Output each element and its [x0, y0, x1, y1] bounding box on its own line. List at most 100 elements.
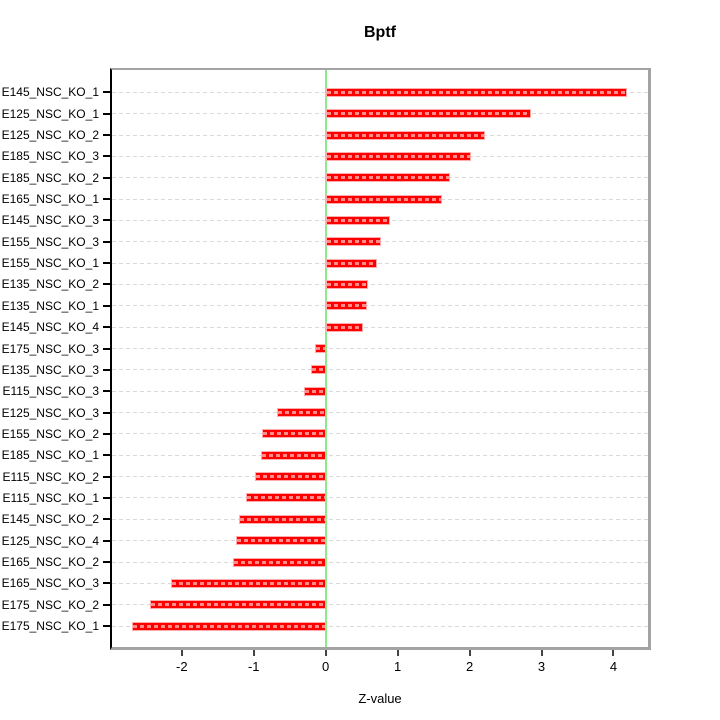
x-tick-label: 0 [322, 659, 330, 674]
bar [325, 279, 369, 289]
y-tick-label: E185_NSC_KO_3 [1, 149, 99, 164]
bar [325, 87, 628, 97]
y-axis-tick [103, 432, 112, 435]
bar [262, 429, 326, 439]
y-axis-tick [103, 112, 112, 115]
bar [235, 536, 326, 546]
gridline [112, 262, 648, 264]
bar [245, 493, 326, 503]
bar [304, 386, 326, 396]
gridline [112, 348, 648, 349]
y-tick-label: E145_NSC_KO_1 [1, 85, 99, 100]
y-tick-label: E175_NSC_KO_2 [1, 597, 99, 612]
y-tick-label: E155_NSC_KO_2 [1, 426, 99, 441]
gridline [112, 412, 648, 414]
gridline [112, 518, 648, 520]
bar [260, 450, 326, 460]
bar [150, 600, 326, 610]
gridline [112, 476, 648, 478]
x-tick-label: -2 [176, 659, 188, 674]
x-tick-label: -1 [247, 659, 260, 674]
bar [325, 237, 382, 247]
gridline [112, 433, 648, 435]
gridline [112, 625, 648, 627]
bar [325, 215, 391, 225]
y-axis-tick [103, 539, 112, 542]
y-axis-tick [103, 91, 112, 94]
y-tick-label: E125_NSC_KO_2 [1, 128, 99, 142]
y-axis-tick [103, 134, 112, 136]
y-tick-label: E125_NSC_KO_4 [1, 533, 99, 548]
x-axis-tick [540, 650, 543, 656]
y-tick-label: E125_NSC_KO_3 [1, 405, 99, 420]
y-axis-tick [103, 625, 112, 628]
gridline [112, 540, 648, 542]
bar [325, 258, 378, 268]
y-tick-label: E115_NSC_KO_2 [2, 469, 99, 484]
y-tick-label: E185_NSC_KO_2 [1, 170, 99, 185]
bar [325, 173, 451, 183]
y-axis-tick [103, 496, 112, 499]
y-axis-tick [103, 219, 112, 222]
y-axis-tick [103, 368, 112, 371]
x-axis-tick [324, 650, 327, 656]
x-axis-tick [252, 650, 255, 656]
x-axis-tick [612, 650, 615, 656]
y-tick-label: E175_NSC_KO_3 [1, 341, 99, 356]
y-axis-tick [103, 582, 112, 585]
gridline [112, 604, 648, 606]
gridline [112, 305, 648, 307]
y-axis-tick [103, 304, 112, 307]
x-axis-title: Z-value [358, 691, 402, 706]
y-axis-tick [103, 283, 112, 286]
y-axis-tick [103, 390, 112, 393]
y-axis-tick [103, 475, 112, 478]
y-axis-tick [103, 518, 112, 521]
plot-area [110, 68, 651, 650]
y-tick-label: E135_NSC_KO_1 [1, 298, 99, 313]
gridline [112, 454, 648, 456]
x-tick-label: 1 [394, 659, 402, 674]
y-axis-tick [103, 326, 112, 329]
bar [276, 408, 326, 418]
y-axis-tick [103, 347, 112, 350]
y-tick-label: E155_NSC_KO_1 [1, 256, 99, 271]
y-axis-tick [103, 411, 112, 414]
gridline [112, 497, 648, 499]
y-tick-label: E115_NSC_KO_3 [2, 384, 99, 399]
y-axis-tick [103, 454, 112, 457]
y-axis-tick [103, 262, 112, 265]
y-tick-label: E165_NSC_KO_1 [1, 192, 99, 207]
y-tick-label: E185_NSC_KO_1 [1, 448, 99, 463]
x-axis-tick [396, 650, 399, 656]
y-tick-label: E145_NSC_KO_4 [1, 320, 99, 335]
y-tick-label: E135_NSC_KO_2 [1, 277, 99, 292]
x-axis-tick [180, 650, 183, 656]
y-tick-label: E175_NSC_KO_1 [1, 619, 99, 634]
bar [325, 151, 471, 161]
y-axis-tick [103, 603, 112, 606]
bar [325, 322, 364, 332]
bar [132, 621, 326, 631]
y-tick-label: E145_NSC_KO_3 [1, 213, 99, 228]
chart-title: Bptf [364, 24, 396, 41]
gridline [112, 582, 648, 584]
y-tick-label: E115_NSC_KO_1 [2, 490, 99, 505]
y-axis-tick [103, 176, 112, 179]
y-tick-label: E145_NSC_KO_2 [1, 512, 99, 527]
y-tick-label: E165_NSC_KO_3 [1, 576, 99, 591]
gridline [112, 326, 648, 328]
y-axis-tick [103, 155, 112, 158]
bar [255, 472, 326, 482]
gridline [112, 390, 648, 392]
y-tick-label: E135_NSC_KO_3 [1, 362, 99, 377]
y-tick-label: E125_NSC_KO_1 [1, 106, 99, 121]
y-tick-label: E155_NSC_KO_3 [1, 234, 99, 249]
x-axis-tick [468, 650, 471, 656]
bar [311, 365, 326, 375]
y-axis-tick [103, 240, 112, 243]
bar [314, 344, 326, 353]
bar [325, 130, 485, 140]
bar [325, 194, 443, 204]
